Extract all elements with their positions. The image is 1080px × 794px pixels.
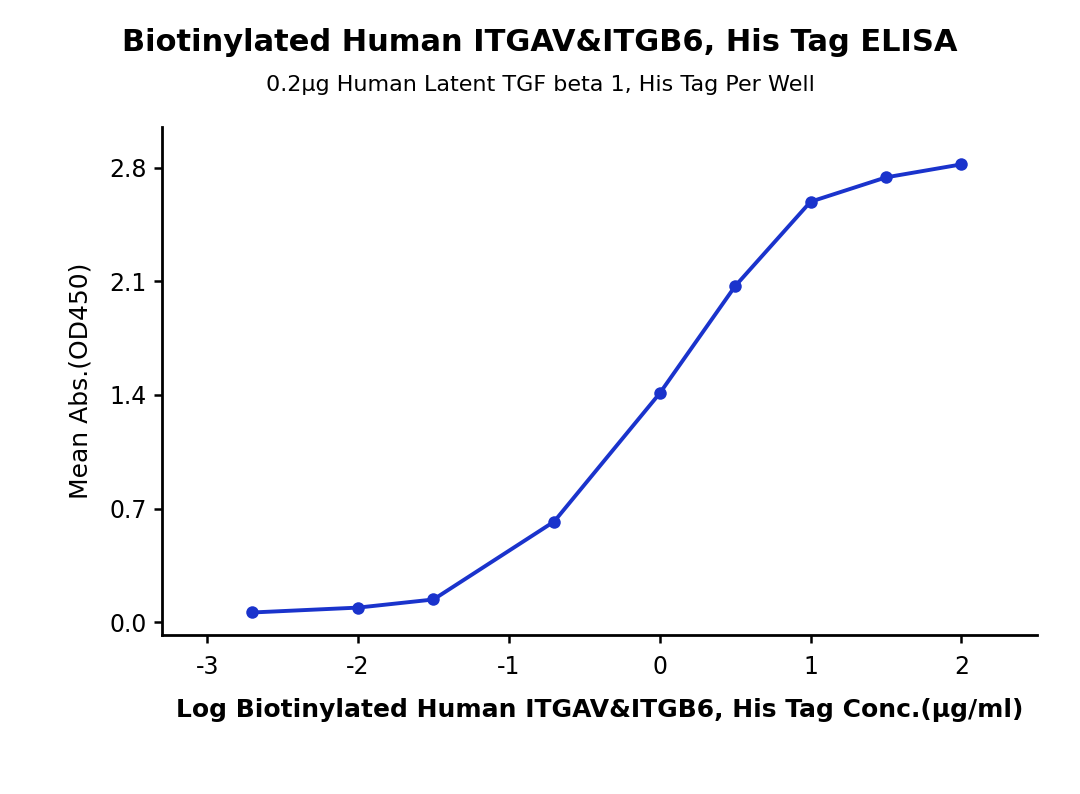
Point <box>424 593 442 606</box>
X-axis label: Log Biotinylated Human ITGAV&ITGB6, His Tag Conc.(µg/ml): Log Biotinylated Human ITGAV&ITGB6, His … <box>176 698 1023 722</box>
Point <box>545 515 563 528</box>
Text: Biotinylated Human ITGAV&ITGB6, His Tag ELISA: Biotinylated Human ITGAV&ITGB6, His Tag … <box>122 28 958 57</box>
Point <box>727 279 744 292</box>
Point <box>802 195 820 208</box>
Point <box>651 387 669 399</box>
Point <box>877 171 894 183</box>
Text: 0.2µg Human Latent TGF beta 1, His Tag Per Well: 0.2µg Human Latent TGF beta 1, His Tag P… <box>266 75 814 95</box>
Y-axis label: Mean Abs.(OD450): Mean Abs.(OD450) <box>68 263 93 499</box>
Point <box>953 158 970 171</box>
Point <box>350 601 367 614</box>
Point <box>244 606 261 619</box>
